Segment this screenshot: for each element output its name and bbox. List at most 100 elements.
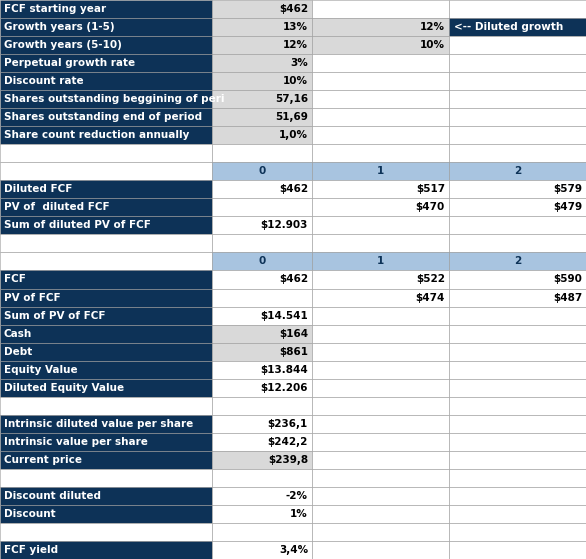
Bar <box>0 18 212 36</box>
Bar <box>312 198 449 216</box>
Bar <box>212 216 312 234</box>
Bar <box>312 433 449 451</box>
Bar <box>0 306 212 325</box>
Bar <box>0 108 212 126</box>
Bar <box>0 325 212 343</box>
Text: Discount: Discount <box>4 509 56 519</box>
Bar <box>212 523 312 541</box>
Bar <box>212 108 312 126</box>
Text: Share count reduction annually: Share count reduction annually <box>4 130 189 140</box>
Text: $861: $861 <box>279 347 308 357</box>
Bar <box>212 361 312 378</box>
Bar <box>0 433 212 451</box>
Text: $462: $462 <box>279 274 308 285</box>
Text: $487: $487 <box>553 292 582 302</box>
Bar <box>312 216 449 234</box>
Text: 51,69: 51,69 <box>275 112 308 122</box>
Bar <box>212 397 312 415</box>
Text: $14.541: $14.541 <box>260 311 308 320</box>
Text: FCF starting year: FCF starting year <box>4 4 106 14</box>
Bar <box>449 451 586 469</box>
Bar <box>0 451 212 469</box>
Bar <box>449 0 586 18</box>
Text: 2: 2 <box>514 167 521 176</box>
Bar <box>0 487 212 505</box>
Bar <box>0 397 212 415</box>
Bar <box>312 18 449 36</box>
Text: 3%: 3% <box>290 58 308 68</box>
Bar <box>449 288 586 306</box>
Bar <box>212 126 312 144</box>
Bar <box>212 306 312 325</box>
Text: 2: 2 <box>514 257 521 267</box>
Text: Shares outstanding beggining of peri: Shares outstanding beggining of peri <box>4 94 224 104</box>
Bar <box>0 288 212 306</box>
Bar <box>312 505 449 523</box>
Bar <box>0 36 212 54</box>
Bar <box>212 271 312 288</box>
Bar <box>312 144 449 162</box>
Bar <box>449 18 586 36</box>
Bar <box>449 108 586 126</box>
Bar <box>212 487 312 505</box>
Bar <box>0 378 212 397</box>
Bar <box>212 469 312 487</box>
Bar <box>0 523 212 541</box>
Bar <box>312 397 449 415</box>
Bar <box>449 433 586 451</box>
Text: Equity Value: Equity Value <box>4 364 77 375</box>
Bar <box>449 469 586 487</box>
Bar <box>0 271 212 288</box>
Text: $579: $579 <box>553 184 582 195</box>
Bar <box>212 36 312 54</box>
Bar <box>212 198 312 216</box>
Bar <box>312 378 449 397</box>
Bar <box>212 378 312 397</box>
Bar <box>0 0 212 18</box>
Text: Current price: Current price <box>4 455 82 465</box>
Bar <box>312 343 449 361</box>
Bar <box>312 90 449 108</box>
Text: 57,16: 57,16 <box>275 94 308 104</box>
Bar <box>0 234 212 253</box>
Bar <box>0 181 212 198</box>
Text: 1: 1 <box>377 167 384 176</box>
Bar <box>449 361 586 378</box>
Text: 0: 0 <box>258 257 265 267</box>
Bar <box>312 541 449 559</box>
Bar <box>312 306 449 325</box>
Bar <box>449 72 586 90</box>
Bar <box>0 144 212 162</box>
Bar <box>0 343 212 361</box>
Text: Growth years (5-10): Growth years (5-10) <box>4 40 122 50</box>
Text: Discount rate: Discount rate <box>4 76 84 86</box>
Text: -2%: -2% <box>286 491 308 501</box>
Text: Sum of PV of FCF: Sum of PV of FCF <box>4 311 105 320</box>
Bar <box>212 325 312 343</box>
Bar <box>212 451 312 469</box>
Text: 13%: 13% <box>283 22 308 32</box>
Text: Intrinsic value per share: Intrinsic value per share <box>4 437 148 447</box>
Text: Growth years (1-5): Growth years (1-5) <box>4 22 115 32</box>
Bar <box>0 469 212 487</box>
Bar <box>312 361 449 378</box>
Bar <box>212 72 312 90</box>
Text: Debt: Debt <box>4 347 32 357</box>
Bar <box>312 72 449 90</box>
Bar <box>0 505 212 523</box>
Bar <box>449 523 586 541</box>
Text: 1%: 1% <box>290 509 308 519</box>
Bar <box>449 36 586 54</box>
Text: $13.844: $13.844 <box>260 364 308 375</box>
Text: $522: $522 <box>416 274 445 285</box>
Text: Perpetual growth rate: Perpetual growth rate <box>4 58 135 68</box>
Bar <box>449 54 586 72</box>
Bar <box>312 253 449 271</box>
Bar <box>449 216 586 234</box>
Text: $470: $470 <box>415 202 445 212</box>
Bar <box>312 288 449 306</box>
Bar <box>449 306 586 325</box>
Bar <box>212 505 312 523</box>
Bar <box>212 162 312 181</box>
Text: $479: $479 <box>553 202 582 212</box>
